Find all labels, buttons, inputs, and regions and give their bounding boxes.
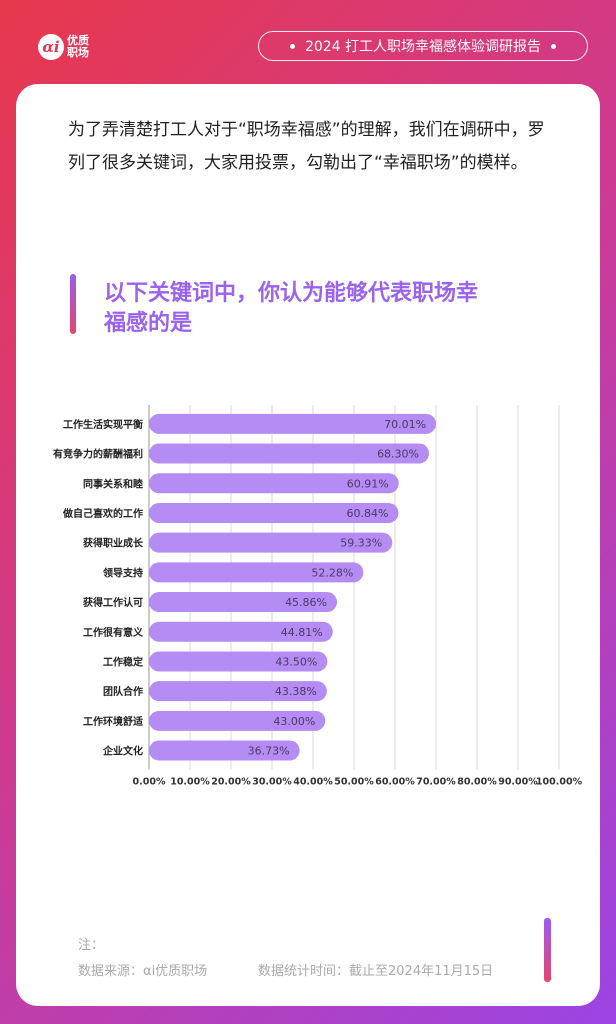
- category-label: 工作生活实现平衡: [63, 418, 143, 431]
- logo-text-line1: 优质: [67, 34, 89, 47]
- value-label: 44.81%: [281, 626, 323, 639]
- value-label: 43.38%: [275, 685, 317, 698]
- x-tick-label: 40.00%: [293, 776, 333, 787]
- x-tick-label: 50.00%: [334, 776, 374, 787]
- category-label: 同事关系和睦: [83, 477, 143, 490]
- category-label: 有竞争力的薪酬福利: [53, 448, 143, 461]
- dot-left-icon: [289, 43, 295, 49]
- brand-logo: αi 优质 职场: [38, 34, 89, 60]
- report-title-pill: 2024 打工人职场幸福感体验调研报告: [258, 31, 588, 61]
- value-label: 68.30%: [377, 448, 419, 461]
- logo-text: 优质 职场: [67, 35, 89, 59]
- x-tick-label: 30.00%: [252, 776, 292, 787]
- x-tick-label: 80.00%: [457, 776, 497, 787]
- value-label: 59.33%: [340, 537, 382, 550]
- value-label: 43.50%: [275, 655, 317, 668]
- bar: [149, 621, 333, 642]
- category-label: 做自己喜欢的工作: [62, 507, 143, 520]
- logo-mark: αi: [38, 34, 64, 60]
- dot-right-icon: [551, 43, 557, 49]
- category-label: 工作环境舒适: [83, 715, 143, 728]
- bar: [149, 740, 300, 761]
- x-tick-label: 0.00%: [133, 776, 166, 787]
- value-label: 45.86%: [285, 596, 327, 609]
- category-label: 工作很有意义: [83, 626, 144, 639]
- data-source: 数据来源：αi优质职场: [78, 964, 208, 979]
- note-label: 注：: [78, 938, 105, 953]
- category-label: 工作稳定: [103, 655, 143, 668]
- bar: [149, 562, 364, 583]
- value-label: 70.01%: [384, 418, 426, 431]
- x-tick-label: 90.00%: [498, 776, 538, 787]
- category-label: 获得工作认可: [82, 596, 143, 609]
- bar: [149, 413, 437, 434]
- x-tick-label: 60.00%: [375, 776, 415, 787]
- category-label: 团队合作: [103, 685, 143, 698]
- bar: [149, 532, 393, 553]
- footer-accent-bar: [544, 918, 551, 982]
- bar: [149, 502, 399, 523]
- logo-text-line2: 职场: [67, 46, 89, 59]
- category-label: 获得职业成长: [82, 537, 144, 550]
- question-title: 以下关键词中，你认为能够代表职场幸福感的是: [104, 281, 479, 336]
- bar: [149, 651, 328, 672]
- x-tick-label: 100.00%: [536, 776, 583, 787]
- value-label: 36.73%: [248, 745, 290, 758]
- value-label: 60.84%: [346, 507, 388, 520]
- value-label: 52.28%: [311, 566, 353, 579]
- value-label: 60.91%: [347, 477, 389, 490]
- question-accent-bar: [70, 274, 76, 334]
- data-date: 数据统计时间：截止至2024年11月15日: [258, 964, 494, 979]
- value-label: 43.00%: [273, 715, 315, 728]
- bar: [149, 592, 338, 613]
- category-label: 企业文化: [102, 745, 143, 758]
- report-title: 2024 打工人职场幸福感体验调研报告: [304, 39, 542, 55]
- bar: [149, 681, 327, 702]
- content-card: 为了弄清楚打工人对于“职场幸福感”的理解，我们在调研中，罗列了很多关键词，大家用…: [16, 84, 600, 1006]
- x-tick-label: 10.00%: [170, 776, 210, 787]
- bar: [149, 710, 326, 731]
- bar: [149, 443, 430, 464]
- category-label: 领导支持: [103, 566, 143, 579]
- bar-chart: 0.00% 10.00% 20.00% 30.00% 40.00% 50.00% 60.00…: [53, 405, 583, 787]
- x-tick-label: 70.00%: [416, 776, 456, 787]
- intro-text: 为了弄清楚打工人对于“职场幸福感”的理解，我们在调研中，罗列了很多关键词，大家用…: [68, 120, 545, 173]
- bar: [149, 473, 399, 494]
- x-tick-label: 20.00%: [211, 776, 251, 787]
